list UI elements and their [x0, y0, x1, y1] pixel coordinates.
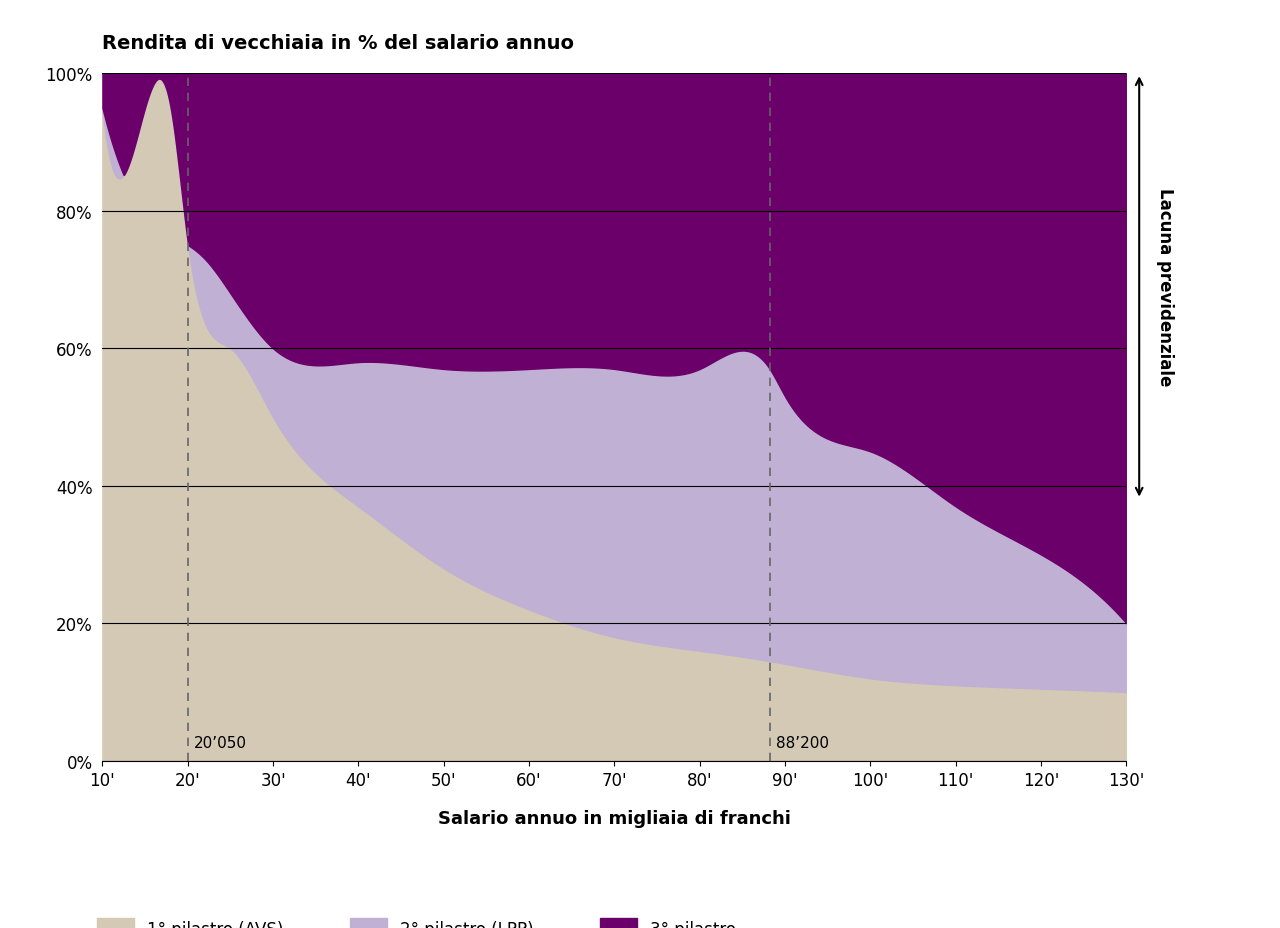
Text: Rendita di vecchiaia in % del salario annuo: Rendita di vecchiaia in % del salario an… [102, 34, 575, 53]
Text: 20’050: 20’050 [195, 736, 247, 751]
Legend: 1° pilastro (AVS), 2° pilastro (LPP), 3° pilastro: 1° pilastro (AVS), 2° pilastro (LPP), 3°… [91, 911, 742, 928]
X-axis label: Salario annuo in migliaia di franchi: Salario annuo in migliaia di franchi [438, 809, 791, 828]
Text: 88’200: 88’200 [776, 736, 828, 751]
Text: Lacuna previdenziale: Lacuna previdenziale [1156, 188, 1174, 386]
